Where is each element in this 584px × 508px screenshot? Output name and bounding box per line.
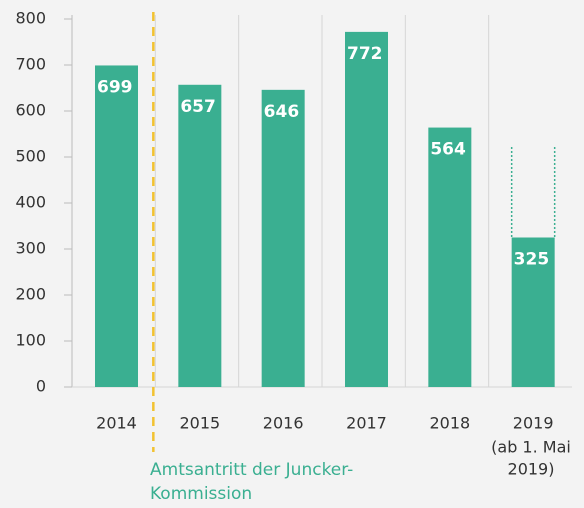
x-tick-label: 2018 [429, 414, 470, 433]
y-tick-label: 800 [15, 9, 46, 28]
value-label: 325 [514, 250, 550, 270]
bar [511, 237, 555, 387]
value-label: 699 [97, 77, 133, 97]
category-note: 2019) [508, 460, 555, 479]
bar [428, 127, 472, 387]
annotation: Kommission [150, 484, 252, 504]
value-label: 657 [180, 97, 216, 117]
y-tick-label: 0 [36, 377, 46, 396]
annotation: Amtsantritt der Juncker- [150, 460, 353, 480]
y-tick-label: 200 [15, 285, 46, 304]
category-note: (ab 1. Mai [491, 438, 571, 457]
y-tick-label: 300 [15, 239, 46, 258]
y-tick-label: 400 [15, 193, 46, 212]
y-tick-label: 700 [15, 55, 46, 74]
x-tick-label: 2016 [263, 414, 304, 433]
x-tick-label: 2014 [96, 414, 137, 433]
x-tick-label: 2017 [346, 414, 387, 433]
y-tick-label: 100 [15, 331, 46, 350]
bar [95, 65, 138, 388]
y-tick-label: 600 [15, 101, 46, 120]
value-label: 646 [264, 102, 300, 122]
x-tick-label: 2015 [179, 414, 220, 433]
value-label: 564 [430, 140, 466, 160]
x-tick-label: 2019 [513, 414, 554, 433]
value-label: 772 [347, 44, 383, 64]
bar [178, 84, 222, 387]
bar [345, 31, 388, 387]
y-tick-label: 500 [15, 147, 46, 166]
bar [261, 89, 305, 387]
